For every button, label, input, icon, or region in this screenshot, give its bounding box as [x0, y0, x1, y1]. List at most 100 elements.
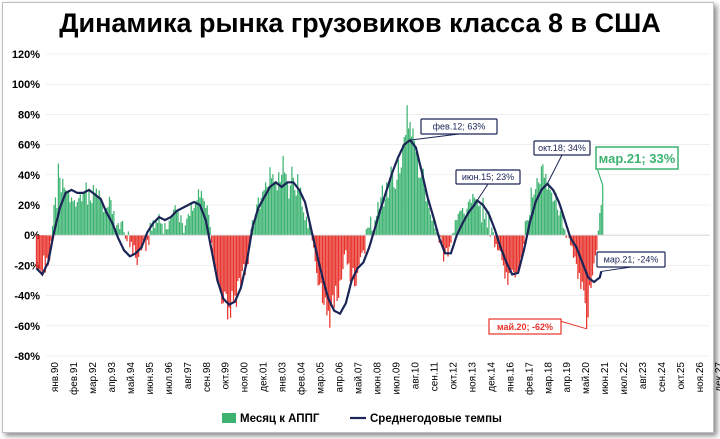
bar-mark: [117, 223, 119, 236]
bar-mark: [330, 235, 332, 306]
bar-mark: [152, 220, 154, 236]
bar-mark: [281, 174, 283, 236]
bar-mark: [491, 227, 493, 236]
bar-mark: [597, 230, 599, 236]
bar-mark: [225, 235, 227, 294]
bar-mark: [202, 198, 204, 236]
bar-mark: [521, 235, 524, 254]
bar-mark: [212, 235, 214, 260]
bar-mark: [600, 205, 602, 236]
chart-title: Динамика рынка грузовиков класса 8 в США: [59, 8, 661, 38]
bar-mark: [513, 235, 515, 273]
annotation-leader: [596, 167, 604, 186]
bar-mark: [502, 235, 505, 266]
bar-mark: [142, 235, 144, 241]
bar-mark: [545, 173, 547, 236]
y-tick-label: 100%: [12, 79, 40, 91]
bar-mark: [232, 235, 235, 303]
bar-mark: [273, 182, 275, 236]
bar-mark: [429, 214, 432, 236]
bar-mark: [60, 192, 62, 236]
bar-mark: [354, 235, 356, 287]
bar-mark: [173, 209, 175, 236]
bar-mark: [478, 206, 480, 236]
bar-mark: [199, 197, 201, 236]
bar-mark: [399, 173, 401, 236]
bar-mark: [43, 235, 45, 256]
bar-mark: [588, 235, 591, 286]
bar-mark: [124, 235, 127, 239]
bar-mark: [295, 195, 297, 236]
bar-mark: [561, 212, 563, 236]
x-tick-label: ноя.13: [467, 362, 478, 393]
bar-mark: [413, 140, 416, 236]
bar-mark: [104, 209, 106, 236]
x-tick-label: окт.99: [221, 362, 232, 390]
x-tick-label: май.94: [126, 362, 137, 394]
bar-mark: [123, 232, 125, 236]
bar-mark: [381, 185, 383, 236]
x-tick-label: май.20: [581, 362, 592, 394]
bar-mark: [272, 174, 274, 236]
bar-mark: [46, 235, 48, 258]
bar-mark: [116, 225, 118, 236]
bar-mark: [221, 235, 223, 304]
bar-mark: [300, 187, 302, 236]
bar-mark: [348, 235, 350, 264]
bar-mark: [596, 235, 598, 251]
annotation-label: мар.21; -24%: [604, 255, 659, 265]
annotation-callout: июн.15; 23%: [455, 169, 521, 201]
bar-mark: [279, 181, 281, 236]
bar-mark: [288, 198, 290, 236]
bar-mark: [448, 235, 451, 247]
bar-mark: [254, 214, 257, 236]
bar-mark: [320, 235, 322, 283]
x-tick-label: апр.06: [335, 362, 346, 393]
bar-mark: [358, 235, 360, 265]
bar-mark: [47, 235, 49, 266]
bar-mark: [389, 177, 391, 236]
legend-label-bars: Месяц к АППГ: [240, 413, 320, 425]
bar-mark: [454, 220, 456, 236]
annotation-leader: [546, 154, 563, 185]
bar-mark: [269, 167, 271, 236]
bar-mark: [511, 235, 513, 270]
bar-mark: [351, 235, 353, 281]
bar-mark: [65, 189, 67, 236]
bar-mark: [472, 193, 474, 236]
bar-mark: [81, 201, 83, 236]
bar-mark: [364, 235, 366, 254]
bar-mark: [243, 235, 245, 265]
bar-mark: [339, 235, 341, 281]
bar-mark: [321, 235, 324, 304]
bar-mark: [323, 235, 325, 305]
bar-mark: [473, 197, 475, 236]
bar-mark: [355, 235, 357, 286]
bar-mark: [263, 189, 265, 236]
bar-mark: [412, 128, 414, 236]
bar-mark: [367, 227, 369, 236]
bar-mark: [332, 235, 334, 296]
bar-mark: [298, 189, 300, 236]
bar-mark: [54, 197, 57, 236]
y-tick-label: -60%: [14, 321, 40, 333]
bar-mark: [286, 182, 289, 236]
bar-mark: [267, 186, 270, 236]
annotation-label: мар.21; 33%: [599, 151, 676, 166]
bar-mark: [98, 190, 100, 236]
bar-mark: [262, 191, 264, 236]
bar-mark: [368, 227, 370, 236]
bar-mark: [453, 232, 455, 236]
bar-mark: [35, 235, 38, 269]
x-tick-label: апр.93: [107, 362, 118, 393]
bar-mark: [552, 201, 554, 236]
bar-mark: [139, 235, 141, 250]
bar-mark: [359, 235, 362, 258]
bar-mark: [497, 235, 499, 251]
bar-mark: [565, 235, 567, 238]
bar-mark: [371, 230, 373, 236]
bar-mark: [66, 192, 68, 236]
x-tick-label: ноя.26: [695, 362, 706, 393]
bar-mark: [224, 235, 226, 292]
bar-mark: [161, 223, 163, 236]
